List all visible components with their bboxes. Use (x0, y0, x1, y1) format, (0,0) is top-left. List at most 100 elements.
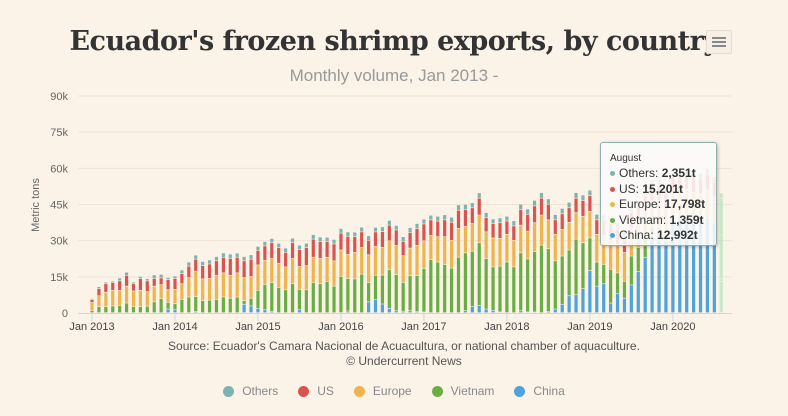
bar-segment-europe[interactable] (339, 250, 343, 277)
bar-segment-europe[interactable] (588, 211, 592, 238)
bar-segment-china[interactable] (470, 306, 474, 313)
bar-segment-us[interactable] (214, 261, 219, 276)
bar-segment-china[interactable] (491, 310, 495, 313)
bar-segment-us[interactable] (470, 208, 474, 224)
bar-segment-europe[interactable] (235, 273, 239, 297)
bar-segment-vietnam[interactable] (118, 305, 122, 313)
bar-segment-vietnam[interactable] (463, 253, 468, 311)
bar-segment-us[interactable] (484, 217, 488, 232)
bar-segment-others[interactable] (228, 254, 232, 259)
bar-segment-others[interactable] (138, 276, 143, 279)
bar-segment-china[interactable] (664, 240, 668, 313)
bar-segment-europe[interactable] (138, 290, 143, 307)
bar-segment-europe[interactable] (318, 258, 322, 284)
bar-segment-vietnam[interactable] (546, 249, 550, 312)
bar-segment-europe[interactable] (249, 276, 253, 298)
bar-segment-europe[interactable] (284, 267, 288, 290)
bar-segment-others[interactable] (159, 274, 163, 278)
legend-item-others[interactable]: Others (223, 384, 278, 398)
bar-segment-vietnam[interactable] (166, 302, 170, 309)
bar-segment-vietnam[interactable] (719, 278, 723, 282)
bar-segment-us[interactable] (367, 240, 371, 255)
hamburger-menu-icon[interactable] (706, 30, 732, 54)
bar-segment-us[interactable] (526, 214, 530, 231)
bar-segment-china[interactable] (484, 309, 488, 313)
bar-segment-europe[interactable] (297, 266, 302, 290)
bar-segment-others[interactable] (387, 220, 391, 225)
bar-segment-us[interactable] (553, 220, 557, 235)
bar-segment-us[interactable] (560, 214, 564, 230)
bar-segment-europe[interactable] (152, 286, 156, 302)
bar-segment-europe[interactable] (325, 257, 329, 282)
bar-segment-china[interactable] (698, 222, 703, 313)
bar-segment-others[interactable] (311, 234, 315, 239)
bar-segment-us[interactable] (166, 279, 170, 290)
bar-segment-others[interactable] (456, 205, 461, 210)
bar-segment-europe[interactable] (526, 231, 530, 259)
bar-segment-others[interactable] (90, 298, 94, 300)
bar-segment-china[interactable] (367, 302, 371, 313)
bar-segment-us[interactable] (118, 281, 122, 291)
bar-segment-europe[interactable] (463, 226, 468, 253)
bar-segment-us[interactable] (505, 221, 509, 235)
bar-segment-vietnam[interactable] (588, 238, 592, 271)
bar-segment-us[interactable] (159, 278, 163, 285)
bar-segment-europe[interactable] (90, 302, 94, 310)
bar-segment-others[interactable] (519, 204, 523, 210)
bar-segment-others[interactable] (214, 256, 219, 261)
bar-segment-china[interactable] (270, 311, 274, 313)
bar-segment-others[interactable] (104, 282, 108, 284)
bar-segment-vietnam[interactable] (207, 300, 212, 313)
bar-segment-vietnam[interactable] (111, 306, 115, 313)
bar-segment-others[interactable] (526, 209, 530, 215)
bar-segment-others[interactable] (415, 223, 419, 229)
bar-segment-china[interactable] (719, 281, 723, 313)
bar-segment-us[interactable] (194, 259, 198, 271)
bar-segment-us[interactable] (449, 222, 454, 241)
bar-segment-vietnam[interactable] (394, 274, 398, 311)
bar-segment-europe[interactable] (491, 238, 495, 267)
bar-segment-others[interactable] (477, 193, 481, 198)
bar-segment-vietnam[interactable] (519, 253, 523, 311)
bar-segment-us[interactable] (187, 266, 191, 278)
bar-segment-china[interactable] (685, 220, 689, 313)
bar-segment-europe[interactable] (373, 246, 378, 276)
bar-segment-europe[interactable] (401, 256, 405, 283)
bar-segment-us[interactable] (256, 250, 260, 265)
bar-segment-us[interactable] (228, 258, 232, 276)
bar-segment-us[interactable] (145, 281, 149, 292)
bar-segment-vietnam[interactable] (477, 243, 481, 306)
bar-segment-others[interactable] (498, 218, 502, 223)
bar-segment-vietnam[interactable] (512, 267, 516, 313)
bar-segment-china[interactable] (256, 308, 260, 313)
bar-segment-us[interactable] (353, 237, 357, 253)
bar-segment-us[interactable] (297, 249, 302, 267)
bar-segment-europe[interactable] (408, 248, 412, 276)
bar-segment-vietnam[interactable] (636, 247, 640, 272)
bar-segment-china[interactable] (678, 220, 682, 313)
bar-segment-europe[interactable] (477, 215, 481, 243)
bar-segment-europe[interactable] (574, 212, 578, 239)
bar-segment-others[interactable] (539, 192, 544, 198)
bar-segment-europe[interactable] (719, 235, 723, 278)
bar-segment-others[interactable] (581, 195, 585, 201)
bar-segment-europe[interactable] (124, 286, 129, 303)
bar-segment-china[interactable] (394, 311, 398, 313)
bar-segment-vietnam[interactable] (629, 256, 633, 285)
bar-segment-vietnam[interactable] (290, 284, 295, 313)
bar-segment-vietnam[interactable] (249, 298, 253, 306)
bar-segment-europe[interactable] (422, 241, 426, 269)
bar-segment-vietnam[interactable] (270, 282, 274, 312)
bar-segment-europe[interactable] (449, 240, 454, 268)
bar-segment-europe[interactable] (380, 247, 385, 275)
bar-segment-china[interactable] (622, 298, 627, 313)
bar-segment-china[interactable] (657, 233, 661, 313)
bar-segment-europe[interactable] (443, 237, 447, 265)
bar-segment-europe[interactable] (111, 290, 115, 306)
bar-segment-vietnam[interactable] (560, 256, 564, 304)
bar-segment-china[interactable] (546, 311, 550, 313)
bar-segment-others[interactable] (367, 236, 371, 241)
bar-segment-us[interactable] (422, 224, 426, 241)
bar-segment-others[interactable] (574, 192, 578, 198)
bar-segment-us[interactable] (373, 232, 378, 247)
